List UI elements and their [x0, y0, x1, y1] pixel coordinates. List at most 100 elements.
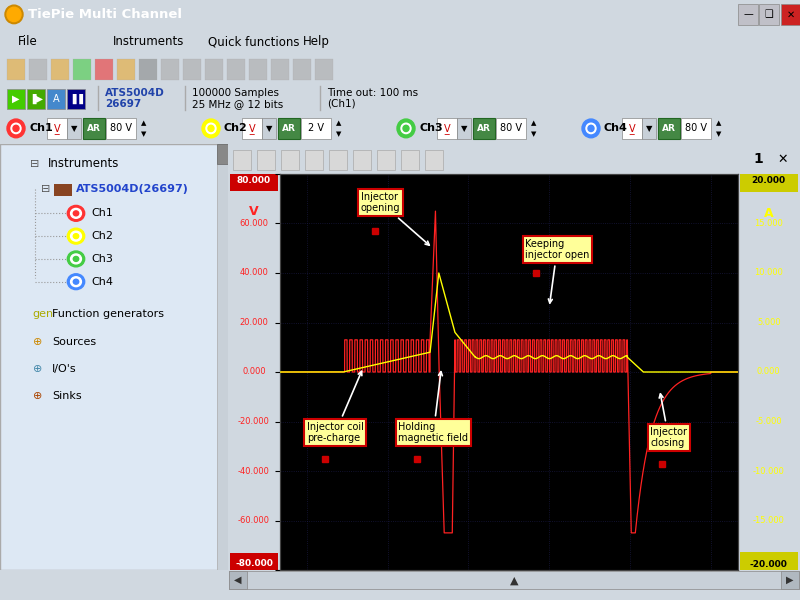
- Text: Ch3: Ch3: [419, 124, 442, 133]
- FancyBboxPatch shape: [73, 59, 91, 80]
- FancyBboxPatch shape: [242, 118, 262, 139]
- Text: 40.000: 40.000: [239, 268, 269, 277]
- Text: ✕: ✕: [787, 10, 795, 19]
- Text: Ch4: Ch4: [91, 277, 114, 287]
- FancyBboxPatch shape: [183, 59, 201, 80]
- Text: -60.000: -60.000: [238, 516, 270, 525]
- Text: Sources: Sources: [52, 337, 96, 347]
- FancyBboxPatch shape: [293, 59, 311, 80]
- Text: ▼: ▼: [141, 131, 146, 137]
- Text: Ch3: Ch3: [91, 254, 113, 264]
- FancyBboxPatch shape: [278, 118, 300, 139]
- Text: Ch1: Ch1: [91, 208, 113, 218]
- Text: 0.000: 0.000: [757, 367, 781, 377]
- Circle shape: [7, 119, 25, 138]
- Text: AR: AR: [282, 124, 296, 133]
- Text: ⊟: ⊟: [30, 159, 40, 169]
- FancyBboxPatch shape: [740, 552, 798, 575]
- Circle shape: [582, 119, 600, 138]
- Text: (Ch1): (Ch1): [327, 99, 356, 109]
- FancyBboxPatch shape: [740, 169, 798, 192]
- FancyBboxPatch shape: [29, 59, 47, 80]
- FancyBboxPatch shape: [759, 4, 779, 25]
- FancyBboxPatch shape: [329, 150, 347, 170]
- Text: gen: gen: [33, 310, 54, 319]
- FancyBboxPatch shape: [230, 553, 278, 575]
- Text: 26697: 26697: [105, 99, 142, 109]
- FancyBboxPatch shape: [67, 118, 81, 139]
- Text: -20.000: -20.000: [750, 560, 788, 569]
- Circle shape: [586, 123, 596, 134]
- FancyBboxPatch shape: [281, 150, 299, 170]
- FancyBboxPatch shape: [47, 89, 65, 109]
- FancyBboxPatch shape: [377, 150, 395, 170]
- Text: ⊕: ⊕: [33, 337, 42, 347]
- Text: V̲: V̲: [54, 123, 60, 134]
- Text: Ch1: Ch1: [29, 124, 53, 133]
- Circle shape: [74, 256, 78, 262]
- Circle shape: [208, 125, 214, 131]
- Text: I/O's: I/O's: [52, 364, 77, 374]
- Text: TiePie Multi Channel: TiePie Multi Channel: [28, 8, 182, 21]
- Circle shape: [74, 211, 78, 216]
- Text: Quick functions: Quick functions: [208, 35, 299, 49]
- Text: ⊕: ⊕: [33, 391, 42, 401]
- Text: 15.000: 15.000: [754, 219, 783, 228]
- Text: -15.000: -15.000: [753, 516, 785, 525]
- FancyBboxPatch shape: [139, 59, 157, 80]
- Circle shape: [67, 274, 85, 290]
- Text: ✕: ✕: [778, 152, 788, 166]
- Circle shape: [5, 5, 23, 23]
- Text: ▼: ▼: [70, 124, 78, 133]
- Circle shape: [70, 254, 82, 264]
- FancyBboxPatch shape: [353, 150, 371, 170]
- FancyBboxPatch shape: [301, 118, 331, 139]
- FancyBboxPatch shape: [437, 118, 457, 139]
- Text: ▼: ▼: [531, 131, 536, 137]
- Circle shape: [7, 7, 21, 22]
- Text: 2 V: 2 V: [308, 124, 324, 133]
- Text: Injector coil
pre-charge: Injector coil pre-charge: [307, 371, 364, 443]
- Text: A: A: [764, 207, 774, 220]
- Text: -80.000: -80.000: [235, 559, 273, 568]
- Text: ▼: ▼: [266, 124, 272, 133]
- Circle shape: [403, 125, 409, 131]
- Text: -5.000: -5.000: [755, 417, 782, 426]
- Circle shape: [74, 279, 78, 284]
- FancyBboxPatch shape: [271, 59, 289, 80]
- Text: ▲: ▲: [510, 575, 518, 585]
- Text: -40.000: -40.000: [238, 467, 270, 475]
- FancyBboxPatch shape: [229, 571, 247, 589]
- Text: Injector
opening: Injector opening: [361, 191, 430, 245]
- Circle shape: [397, 119, 415, 138]
- Text: 80 V: 80 V: [685, 124, 707, 133]
- Text: -20.000: -20.000: [238, 417, 270, 426]
- Circle shape: [11, 123, 21, 134]
- FancyBboxPatch shape: [27, 89, 45, 109]
- Text: 25 MHz @ 12 bits: 25 MHz @ 12 bits: [192, 99, 283, 109]
- Text: ▼: ▼: [646, 124, 652, 133]
- Text: ▲: ▲: [716, 120, 722, 126]
- Text: 80 V: 80 V: [110, 124, 132, 133]
- Circle shape: [70, 208, 82, 218]
- FancyBboxPatch shape: [7, 89, 25, 109]
- Circle shape: [206, 123, 216, 134]
- Text: 60.000: 60.000: [239, 219, 269, 228]
- FancyBboxPatch shape: [781, 571, 799, 589]
- FancyBboxPatch shape: [7, 59, 25, 80]
- Text: 80 V: 80 V: [500, 124, 522, 133]
- Text: Ch2: Ch2: [224, 124, 248, 133]
- Circle shape: [202, 119, 220, 138]
- Text: ▲: ▲: [531, 120, 536, 126]
- FancyBboxPatch shape: [227, 59, 245, 80]
- Text: -10.000: -10.000: [753, 467, 785, 475]
- Text: AR: AR: [477, 124, 491, 133]
- FancyBboxPatch shape: [257, 150, 275, 170]
- FancyBboxPatch shape: [622, 118, 642, 139]
- Text: 80.000: 80.000: [237, 176, 271, 185]
- Text: V̲: V̲: [444, 123, 450, 134]
- FancyBboxPatch shape: [305, 150, 323, 170]
- Text: Function generators: Function generators: [52, 310, 164, 319]
- Text: ⊟: ⊟: [42, 184, 50, 194]
- Text: ▶: ▶: [12, 94, 20, 104]
